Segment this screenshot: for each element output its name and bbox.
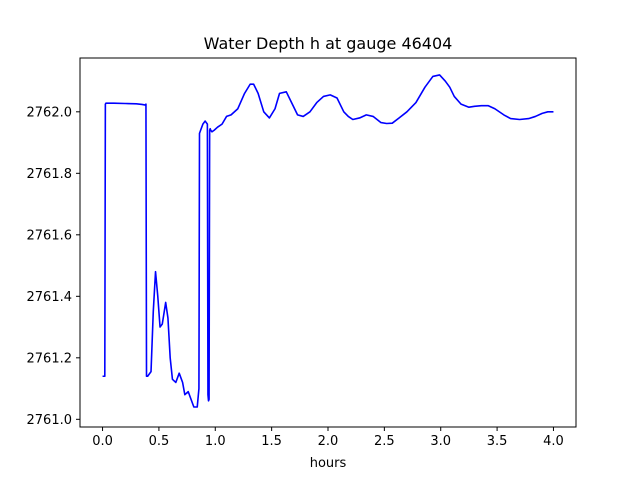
x-tick-label: 1.5 [261, 434, 282, 449]
x-tick-label: 1.0 [205, 434, 226, 449]
x-tick-label: 2.5 [374, 434, 395, 449]
y-tick-label: 2761.0 [27, 413, 73, 428]
x-tick-label: 0.5 [149, 434, 170, 449]
x-axis-ticks: 0.0 0.5 1.0 1.5 2.0 2.5 3.0 3.5 4.0 [92, 427, 564, 449]
x-tick-label: 3.5 [487, 434, 508, 449]
y-tick-label: 2761.4 [27, 290, 73, 305]
y-tick-label: 2761.8 [27, 167, 73, 182]
x-tick-label: 0.0 [92, 434, 113, 449]
y-axis-ticks: 2761.0 2761.2 2761.4 2761.6 2761.8 2762.0 [27, 105, 80, 428]
y-tick-label: 2761.2 [27, 351, 73, 366]
x-tick-label: 4.0 [543, 434, 564, 449]
chart-title: Water Depth h at gauge 46404 [204, 34, 453, 53]
y-tick-label: 2761.6 [27, 228, 73, 243]
series-line-h [102, 74, 554, 408]
x-axis-label: hours [310, 456, 347, 471]
x-tick-label: 2.0 [318, 434, 339, 449]
y-tick-label: 2762.0 [27, 105, 73, 120]
x-tick-label: 3.0 [430, 434, 451, 449]
